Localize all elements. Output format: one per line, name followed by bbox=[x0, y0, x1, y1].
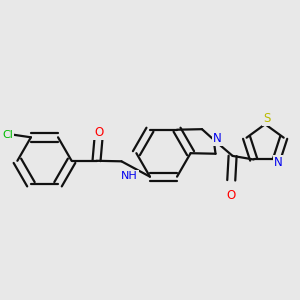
Text: O: O bbox=[94, 126, 103, 139]
Text: O: O bbox=[226, 189, 236, 202]
Text: S: S bbox=[263, 112, 270, 125]
Text: NH: NH bbox=[121, 171, 138, 181]
Text: Cl: Cl bbox=[2, 130, 13, 140]
Text: N: N bbox=[213, 132, 222, 145]
Text: N: N bbox=[274, 156, 282, 169]
